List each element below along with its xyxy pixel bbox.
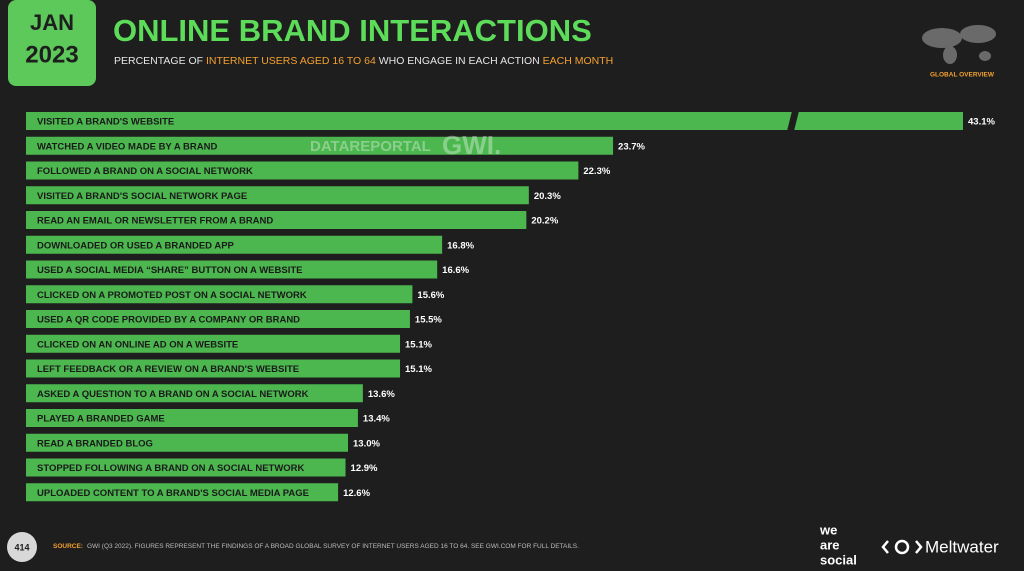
value-label: 16.6% bbox=[442, 265, 469, 276]
bar bbox=[26, 235, 443, 254]
watermark: GWI. bbox=[442, 130, 501, 160]
category-label: VISITED A BRAND'S SOCIAL NETWORK PAGE bbox=[37, 191, 247, 202]
subtitle-highlight: EACH MONTH bbox=[543, 55, 614, 67]
brand-line: are bbox=[820, 537, 840, 552]
page-badge bbox=[7, 532, 37, 562]
category-label: STOPPED FOLLOWING A BRAND ON A SOCIAL NE… bbox=[37, 463, 305, 474]
category-label: WATCHED A VIDEO MADE BY A BRAND bbox=[37, 141, 217, 152]
value-label: 12.9% bbox=[351, 463, 378, 474]
bar bbox=[26, 161, 579, 180]
subtitle-part: PERCENTAGE OF bbox=[114, 55, 206, 67]
world-map bbox=[922, 25, 996, 64]
subtitle: PERCENTAGE OF INTERNET USERS AGED 16 TO … bbox=[114, 55, 613, 67]
watermark: DATAREPORTAL bbox=[310, 138, 431, 155]
meltwater-logo bbox=[881, 539, 923, 555]
source: SOURCE: GWI (Q3 2022). FIGURES REPRESENT … bbox=[53, 543, 579, 550]
bar bbox=[26, 285, 413, 304]
value-label: 16.8% bbox=[447, 240, 474, 251]
value-label: 15.5% bbox=[415, 315, 442, 326]
category-label: CLICKED ON AN ONLINE AD ON A WEBSITE bbox=[37, 339, 238, 350]
year: 2023 bbox=[25, 41, 78, 68]
subtitle-highlight: INTERNET USERS AGED 16 TO 64 bbox=[206, 55, 376, 67]
page-number: 414 bbox=[14, 542, 29, 552]
source-text: GWI (Q3 2022). FIGURES REPRESENT THE FIN… bbox=[87, 543, 579, 550]
category-label: FOLLOWED A BRAND ON A SOCIAL NETWORK bbox=[37, 166, 253, 177]
category-label: ASKED A QUESTION TO A BRAND ON A SOCIAL … bbox=[37, 389, 309, 400]
bar bbox=[26, 458, 346, 477]
bars: VISITED A BRAND'S WEBSITE 43.1% WATCHED A … bbox=[26, 111, 995, 502]
value-label: 15.1% bbox=[405, 364, 432, 375]
category-label: READ AN EMAIL OR NEWSLETTER FROM A BRAND bbox=[37, 216, 273, 227]
bar bbox=[26, 136, 614, 155]
bar bbox=[26, 409, 358, 427]
bar bbox=[26, 310, 410, 328]
value-label: 13.0% bbox=[353, 438, 380, 449]
value-label: 20.3% bbox=[534, 191, 561, 202]
category-label: UPLOADED CONTENT TO A BRAND'S SOCIAL MED… bbox=[37, 488, 309, 499]
bar bbox=[26, 433, 349, 452]
axis-break bbox=[787, 111, 799, 131]
value-label: 13.6% bbox=[368, 389, 395, 400]
source-label: SOURCE: bbox=[53, 543, 83, 550]
value-label: 15.1% bbox=[405, 339, 432, 350]
region: GLOBAL OVERVIEW bbox=[930, 72, 995, 79]
bar bbox=[26, 334, 401, 353]
value-label: 23.7% bbox=[618, 141, 645, 152]
value-label: 22.3% bbox=[583, 166, 610, 177]
brand-line: we bbox=[819, 522, 837, 537]
bar bbox=[26, 211, 527, 229]
value-label: 15.6% bbox=[417, 290, 444, 301]
bar bbox=[26, 359, 401, 378]
bar bbox=[26, 384, 363, 403]
category-label: USED A SOCIAL MEDIA “SHARE” BUTTON ON A … bbox=[37, 265, 303, 276]
value-label: 12.6% bbox=[343, 488, 370, 499]
brand2: Meltwater bbox=[925, 537, 999, 556]
month: JAN bbox=[30, 10, 74, 35]
category-label: CLICKED ON A PROMOTED POST ON A SOCIAL N… bbox=[37, 290, 307, 301]
bar bbox=[26, 260, 438, 279]
subtitle-part: WHO ENGAGE IN EACH ACTION bbox=[376, 55, 543, 67]
category-label: PLAYED A BRANDED GAME bbox=[37, 414, 165, 425]
value-label: 20.2% bbox=[531, 216, 558, 227]
category-label: USED A QR CODE PROVIDED BY A COMPANY OR … bbox=[37, 315, 300, 326]
value-label: 13.4% bbox=[363, 414, 390, 425]
value-label: 43.1% bbox=[968, 117, 995, 128]
bar bbox=[26, 112, 963, 130]
category-label: READ A BRANDED BLOG bbox=[37, 438, 153, 449]
category-label: DOWNLOADED OR USED A BRANDED APP bbox=[37, 240, 235, 251]
date-badge bbox=[8, 0, 96, 86]
title: ONLINE BRAND INTERACTIONS bbox=[113, 13, 592, 48]
category-label: VISITED A BRAND'S WEBSITE bbox=[37, 117, 174, 128]
category-label: LEFT FEEDBACK OR A REVIEW ON A BRAND'S W… bbox=[37, 364, 299, 375]
brand-line: social bbox=[820, 552, 857, 567]
bar bbox=[26, 483, 339, 502]
bar bbox=[26, 186, 529, 205]
